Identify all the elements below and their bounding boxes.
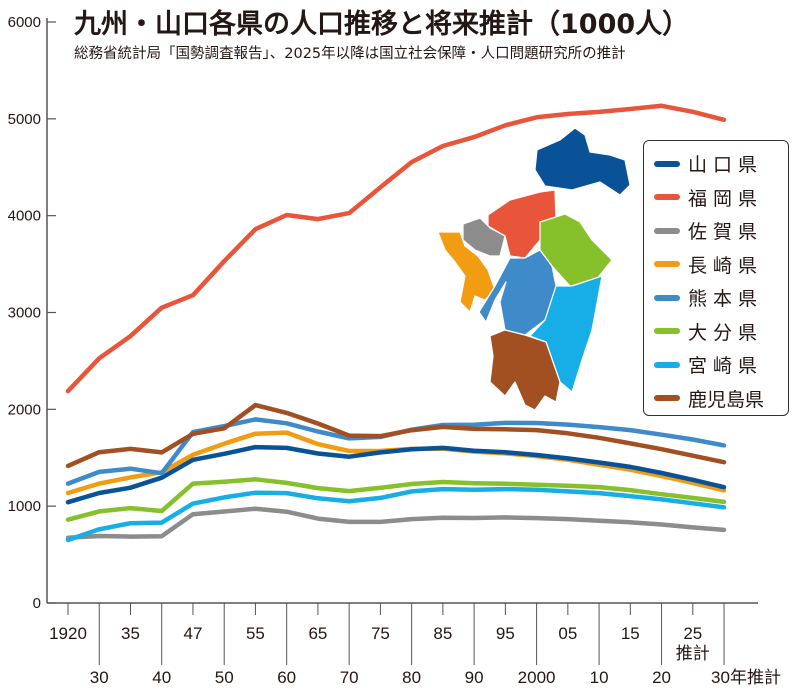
legend-swatch bbox=[654, 328, 680, 335]
map-oita bbox=[539, 213, 613, 287]
legend-swatch bbox=[654, 160, 680, 167]
legend-label: 熊本県 bbox=[688, 288, 764, 311]
x-tick-label: 1920 bbox=[49, 624, 87, 643]
legend-swatch bbox=[654, 361, 680, 368]
legend: 山口県 福岡県 佐賀県 長崎県 熊本県 大分県 宮崎県 鹿児島県 bbox=[643, 140, 789, 416]
line-saga bbox=[65, 506, 727, 540]
legend-item-oita: 大分県 bbox=[654, 315, 788, 349]
y-tick-label: 2000 bbox=[8, 401, 41, 418]
x-tick-label: 85 bbox=[433, 624, 452, 643]
x-tick-label: 40 bbox=[152, 668, 171, 687]
chart-title: 九州・山口各県の人口推移と将来推計（1000人） bbox=[74, 9, 690, 40]
chart-subtitle: 総務省統計局「国勢調査報告」、2025年以降は国立社会保障・人口問題研究所の推計 bbox=[74, 46, 626, 62]
x-tick-label: 65 bbox=[308, 624, 327, 643]
legend-swatch bbox=[654, 194, 680, 201]
x-tick-label: 05 bbox=[558, 624, 577, 643]
legend-label: 福岡県 bbox=[688, 187, 764, 210]
x-tick-label: 10 bbox=[590, 668, 609, 687]
line-fukuoka bbox=[65, 103, 727, 394]
x-tick-label: 15 bbox=[621, 624, 640, 643]
x-tick-label: 70 bbox=[340, 668, 359, 687]
legend-label: 宮崎県 bbox=[688, 355, 764, 378]
map-kagoshima bbox=[489, 329, 561, 411]
projection-label: 推計 bbox=[676, 644, 710, 663]
x-tick-label: 95 bbox=[496, 624, 515, 643]
map-miyazaki bbox=[529, 275, 603, 393]
legend-label: 鹿児島県 bbox=[688, 388, 765, 411]
legend-item-fukuoka: 福岡県 bbox=[654, 181, 788, 215]
line-oita bbox=[65, 477, 727, 522]
map-nagasaki bbox=[437, 231, 496, 313]
y-tick-label: 6000 bbox=[8, 14, 41, 31]
line-kagoshima bbox=[65, 402, 727, 469]
x-tick-label: 25 bbox=[683, 624, 702, 643]
legend-item-kumamoto: 熊本県 bbox=[654, 281, 788, 315]
line-miyazaki bbox=[65, 486, 727, 543]
legend-swatch bbox=[654, 227, 680, 234]
y-tick-label: 0 bbox=[33, 595, 41, 612]
x-tick-label: 75 bbox=[371, 624, 390, 643]
legend-swatch bbox=[654, 395, 680, 402]
x-tick-label: 80 bbox=[402, 668, 421, 687]
legend-label: 長崎県 bbox=[688, 254, 764, 277]
x-tick-label: 30 bbox=[90, 668, 109, 687]
legend-item-miyazaki: 宮崎県 bbox=[654, 348, 788, 382]
y-tick-label: 3000 bbox=[8, 305, 41, 322]
y-tick-label: 4000 bbox=[8, 208, 41, 225]
legend-swatch bbox=[654, 261, 680, 268]
legend-label: 大分県 bbox=[688, 321, 764, 344]
legend-label: 山口県 bbox=[688, 154, 764, 177]
y-tick-label: 5000 bbox=[8, 111, 41, 128]
x-tick-label: 2000 bbox=[518, 668, 556, 687]
series-lines bbox=[65, 103, 727, 543]
legend-item-kagoshima: 鹿児島県 bbox=[654, 382, 788, 416]
x-tick-label: 60 bbox=[277, 668, 296, 687]
legend-label: 佐賀県 bbox=[688, 221, 764, 244]
x-tick-label: 30年推計 bbox=[711, 668, 781, 687]
legend-item-nagasaki: 長崎県 bbox=[654, 248, 788, 282]
y-tick-label: 1000 bbox=[8, 498, 41, 515]
legend-item-yamaguchi: 山口県 bbox=[654, 147, 788, 181]
axes: 0 1000 2000 3000 4000 5000 6000 1920 35 47 55 65 75 8… bbox=[8, 14, 781, 687]
x-tick-label: 20 bbox=[652, 668, 671, 687]
line-yamaguchi bbox=[65, 444, 727, 505]
x-tick-label: 90 bbox=[465, 668, 484, 687]
x-tick-label: 55 bbox=[246, 624, 265, 643]
map-saga bbox=[462, 217, 506, 257]
legend-item-saga: 佐賀県 bbox=[654, 214, 788, 248]
x-tick-label: 50 bbox=[215, 668, 234, 687]
kyushu-yamaguchi-map bbox=[437, 127, 631, 411]
map-yamaguchi bbox=[534, 127, 631, 196]
legend-swatch bbox=[654, 294, 680, 301]
x-tick-label: 47 bbox=[183, 624, 202, 643]
x-tick-label: 35 bbox=[121, 624, 140, 643]
